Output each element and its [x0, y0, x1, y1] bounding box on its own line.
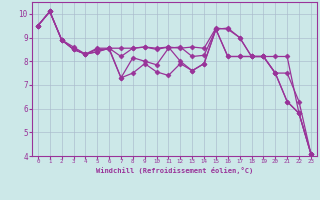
X-axis label: Windchill (Refroidissement éolien,°C): Windchill (Refroidissement éolien,°C): [96, 167, 253, 174]
